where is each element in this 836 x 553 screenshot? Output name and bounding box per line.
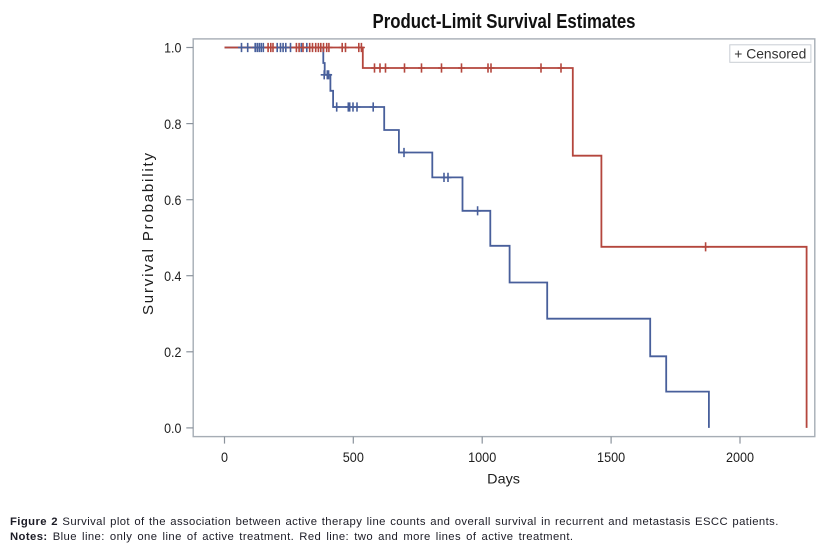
- svg-text:+ Censored: + Censored: [734, 45, 806, 61]
- svg-text:Product-Limit Survival Estimat: Product-Limit Survival Estimates: [373, 10, 636, 33]
- svg-text:500: 500: [343, 449, 364, 465]
- svg-text:0.6: 0.6: [164, 192, 181, 208]
- svg-text:0.4: 0.4: [164, 268, 181, 284]
- svg-text:Survival Probability: Survival Probability: [140, 153, 157, 316]
- svg-text:0.2: 0.2: [164, 344, 181, 360]
- svg-text:1000: 1000: [468, 449, 496, 465]
- svg-text:1500: 1500: [597, 449, 625, 465]
- svg-text:0: 0: [221, 449, 228, 465]
- svg-text:2000: 2000: [726, 449, 754, 465]
- svg-text:Days: Days: [487, 471, 520, 487]
- svg-text:0.8: 0.8: [164, 116, 181, 132]
- svg-text:1.0: 1.0: [164, 40, 181, 56]
- svg-text:0.0: 0.0: [164, 420, 181, 436]
